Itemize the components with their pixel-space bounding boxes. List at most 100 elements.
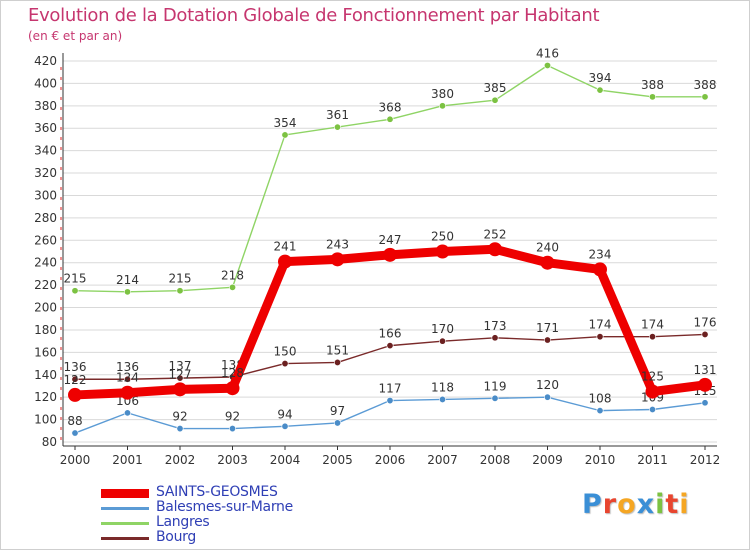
data-point-bourg [596, 333, 604, 341]
data-label-bourg: 171 [536, 321, 559, 335]
y-tick-label: 420 [34, 54, 57, 68]
data-point-langres [124, 288, 132, 296]
data-label-bourg: 137 [169, 359, 192, 373]
data-point-bourg [438, 337, 446, 345]
data-label-langres: 380 [431, 87, 454, 101]
data-point-bourg [491, 334, 499, 342]
data-label-saints-geosmes: 122 [64, 373, 87, 387]
logo-letter: o [617, 489, 637, 520]
data-point-balesmes-sur-marne [648, 406, 656, 414]
x-tick-label: 2000 [60, 453, 91, 467]
data-point-saints-geosmes [698, 377, 712, 392]
data-point-saints-geosmes [645, 384, 660, 399]
data-point-langres [333, 123, 341, 131]
legend-swatch [101, 537, 149, 540]
data-point-langres [229, 283, 237, 291]
y-tick-label: 280 [34, 211, 57, 225]
data-point-langres [491, 96, 499, 104]
data-label-saints-geosmes: 250 [431, 230, 454, 244]
data-label-saints-geosmes: 125 [641, 370, 664, 384]
x-tick-label: 2005 [322, 453, 353, 467]
legend-swatch [101, 507, 149, 510]
data-label-balesmes-sur-marne: 88 [67, 414, 82, 428]
y-tick-label: 380 [34, 99, 57, 113]
data-label-bourg: 174 [589, 318, 612, 332]
data-label-balesmes-sur-marne: 108 [589, 392, 612, 406]
x-tick-label: 2010 [585, 453, 616, 467]
x-tick-label: 2008 [480, 453, 511, 467]
data-point-balesmes-sur-marne [438, 395, 446, 403]
data-label-bourg: 170 [431, 322, 454, 336]
x-tick-label: 2012 [690, 453, 721, 467]
data-point-balesmes-sur-marne [491, 394, 499, 402]
data-point-balesmes-sur-marne [543, 393, 551, 401]
data-point-bourg [543, 336, 551, 344]
y-tick-label: 160 [34, 345, 57, 359]
y-tick-label: 240 [34, 256, 57, 270]
data-label-balesmes-sur-marne: 118 [431, 380, 454, 394]
data-point-balesmes-sur-marne [124, 409, 132, 417]
y-tick-label: 120 [34, 390, 57, 404]
logo-letter: i [655, 489, 666, 520]
data-label-bourg: 136 [64, 360, 87, 374]
data-label-langres: 214 [116, 273, 139, 287]
data-point-bourg [333, 358, 341, 366]
data-label-bourg: 166 [379, 327, 402, 341]
data-point-balesmes-sur-marne [333, 419, 341, 427]
x-tick-label: 2004 [270, 453, 301, 467]
y-tick-label: 80 [42, 435, 57, 449]
data-point-saints-geosmes [330, 252, 345, 267]
data-point-saints-geosmes [120, 385, 135, 400]
y-tick-label: 200 [34, 301, 57, 315]
data-point-saints-geosmes [68, 387, 82, 402]
data-point-langres [701, 93, 709, 101]
data-label-balesmes-sur-marne: 92 [225, 410, 240, 424]
y-tick-label: 400 [34, 76, 57, 90]
legend-swatch [101, 522, 149, 525]
data-label-bourg: 151 [326, 343, 349, 357]
data-label-saints-geosmes: 131 [694, 363, 717, 377]
data-point-langres [71, 287, 79, 295]
data-label-saints-geosmes: 127 [169, 367, 192, 381]
data-point-bourg [124, 375, 132, 383]
data-point-langres [648, 93, 656, 101]
proxiti-logo: Proxiti [582, 489, 690, 520]
data-point-saints-geosmes [173, 382, 187, 397]
data-point-balesmes-sur-marne [176, 425, 184, 433]
data-point-langres [596, 86, 604, 94]
data-point-saints-geosmes [488, 242, 502, 257]
data-label-langres: 354 [274, 116, 297, 130]
data-label-langres: 215 [64, 272, 87, 286]
logo-letter: P [582, 489, 603, 520]
data-point-langres [438, 102, 446, 110]
data-label-langres: 368 [379, 100, 402, 114]
y-tick-label: 300 [34, 188, 57, 202]
data-label-bourg: 136 [116, 360, 139, 374]
data-label-langres: 394 [589, 71, 612, 85]
data-point-balesmes-sur-marne [229, 425, 237, 433]
data-point-balesmes-sur-marne [71, 429, 79, 437]
y-tick-label: 100 [34, 413, 57, 427]
data-label-saints-geosmes: 240 [536, 241, 559, 255]
data-label-saints-geosmes: 128 [221, 366, 244, 380]
logo-letter: x [636, 489, 656, 520]
data-point-langres [281, 131, 289, 139]
data-label-bourg: 150 [274, 345, 297, 359]
data-label-langres: 388 [694, 78, 717, 92]
data-point-saints-geosmes [278, 254, 292, 269]
legend-label: Bourg [156, 529, 196, 545]
data-point-langres [543, 61, 551, 69]
data-point-bourg [176, 374, 184, 382]
data-label-langres: 215 [169, 272, 192, 286]
data-point-balesmes-sur-marne [596, 407, 604, 415]
data-label-saints-geosmes: 243 [326, 237, 349, 251]
data-point-langres [386, 115, 394, 123]
y-tick-label: 320 [34, 166, 57, 180]
data-label-saints-geosmes: 124 [116, 371, 139, 385]
logo-letter: t [665, 489, 680, 520]
data-label-balesmes-sur-marne: 97 [330, 404, 345, 418]
data-label-balesmes-sur-marne: 119 [484, 379, 507, 393]
data-label-langres: 416 [536, 46, 559, 60]
y-tick-label: 360 [34, 121, 57, 135]
